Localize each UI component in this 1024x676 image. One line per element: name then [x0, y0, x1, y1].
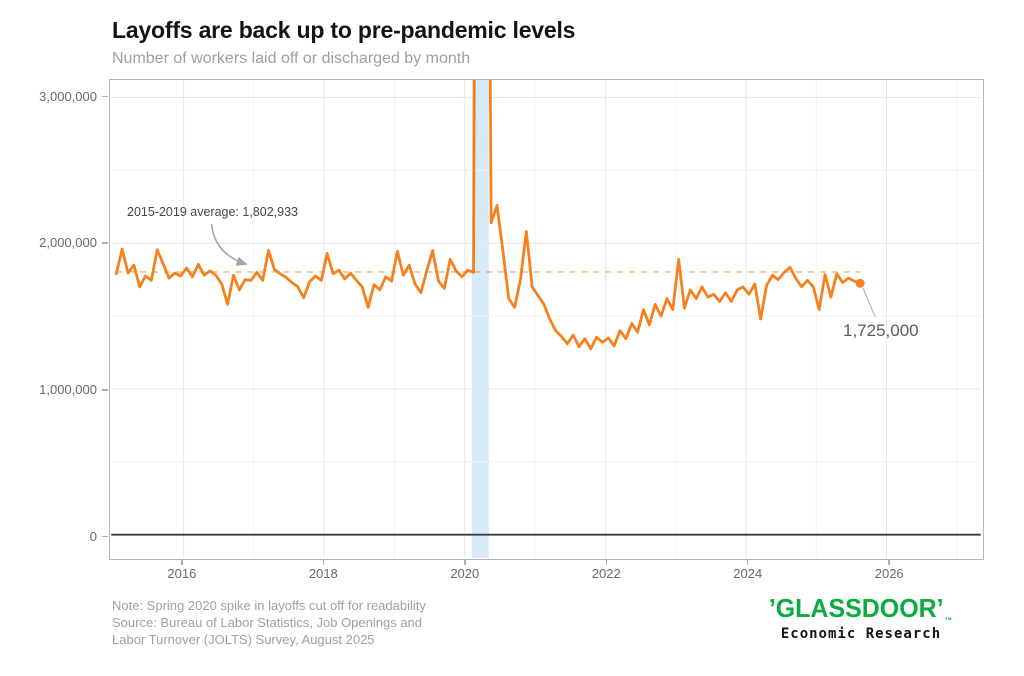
- layoffs-line-series: [114, 80, 862, 351]
- footnote-block: Note: Spring 2020 spike in layoffs cut o…: [112, 597, 426, 648]
- trademark-symbol: ™: [945, 616, 953, 625]
- x-tick-label: 2026: [874, 566, 904, 581]
- x-tick-label: 2024: [733, 566, 763, 581]
- footnote-line: Source: Bureau of Labor Statistics, Job …: [112, 615, 423, 630]
- x-tick-label: 2022: [591, 566, 621, 581]
- chart-subtitle: Number of workers laid off or discharged…: [112, 50, 471, 67]
- annotation-arrow: [210, 224, 248, 266]
- y-tick-label: 0: [89, 528, 97, 544]
- x-tick-mark: [464, 560, 466, 565]
- y-tick-label: 1,000,000: [39, 381, 97, 397]
- latest-value-dot: [855, 278, 865, 288]
- average-annotation-label: 2015-2019 average: 1,802,933: [127, 205, 298, 219]
- y-tick-mark: [102, 389, 108, 391]
- y-tick-mark: [102, 95, 108, 98]
- glassdoor-logo: ’GLASSDOOR’™ Economic Research: [758, 593, 964, 642]
- x-tick-mark: [746, 560, 749, 565]
- x-tick-mark: [888, 560, 890, 565]
- y-tick-mark: [102, 242, 108, 244]
- x-tick-mark: [605, 560, 608, 565]
- economic-research-tagline: Economic Research: [780, 626, 942, 642]
- footnote-line: Note: Spring 2020 spike in layoffs cut o…: [112, 598, 426, 613]
- footnote-line: Labor Turnover (JOLTS) Survey, August 20…: [112, 632, 375, 647]
- x-tick-mark: [322, 560, 325, 565]
- x-tick-label: 2020: [450, 566, 480, 581]
- x-tick-label: 2016: [167, 566, 197, 581]
- glassdoor-wordmark: ’GLASSDOOR’™: [769, 593, 953, 625]
- y-tick-label: 3,000,000: [39, 88, 97, 104]
- line-chart-svg: [111, 80, 981, 558]
- y-tick-label: 2,000,000: [39, 235, 97, 251]
- x-tick-label: 2018: [308, 566, 338, 581]
- latest-value-label: 1,725,000: [843, 321, 919, 340]
- y-tick-mark: [102, 535, 108, 538]
- end-label-leader-line: [862, 288, 876, 318]
- pandemic-band: [471, 80, 489, 558]
- plot-panel: [109, 79, 984, 560]
- chart-title: Layoffs are back up to pre-pandemic leve…: [112, 17, 576, 43]
- x-tick-mark: [181, 560, 183, 565]
